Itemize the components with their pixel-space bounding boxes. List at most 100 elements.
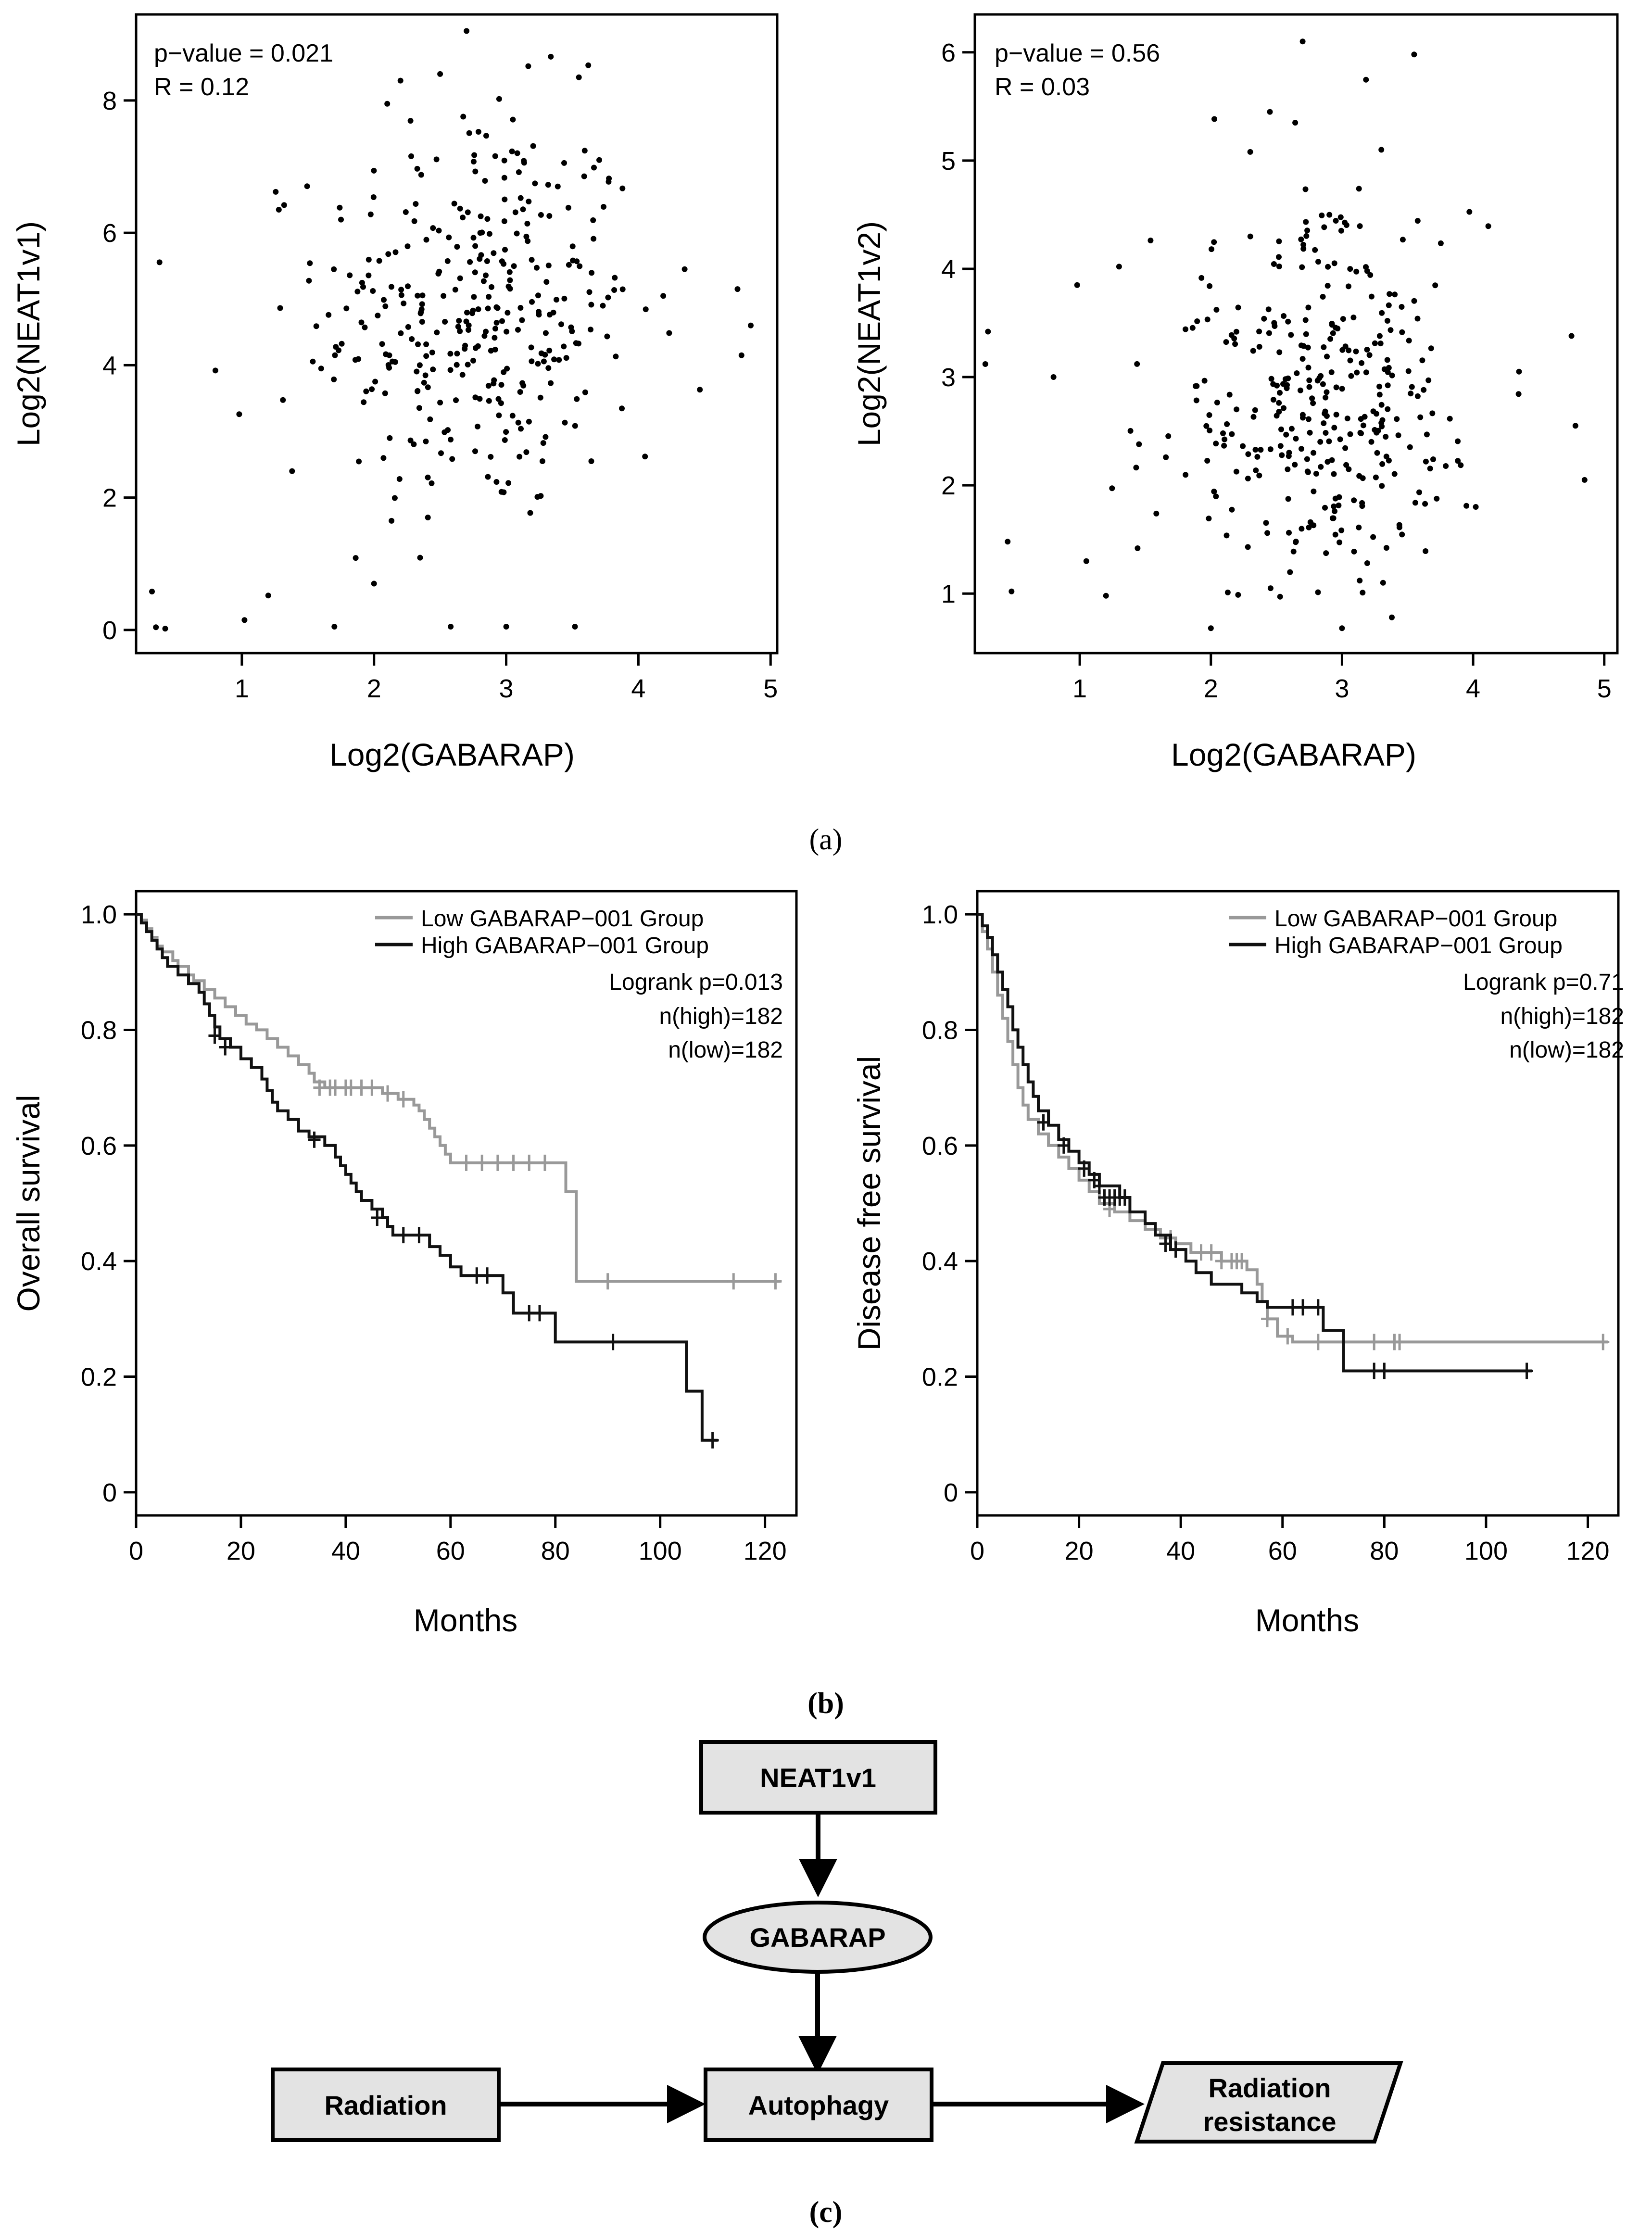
scatter-point [392, 249, 399, 255]
scatter-point [1213, 307, 1220, 313]
x-tick-label: 80 [541, 1537, 570, 1565]
scatter-point [477, 230, 483, 236]
scatter-point [478, 213, 484, 219]
scatter-point [1455, 438, 1461, 444]
scatter-point [382, 390, 388, 396]
scatter-point [363, 388, 369, 394]
scatter-point [1385, 369, 1391, 375]
scatter-point [748, 322, 754, 328]
scatter-point [280, 397, 286, 403]
scatter-point [398, 287, 404, 293]
scatter-neat1v2-vs-gabarap: 1 2 3 4 5 1 2 3 4 5 6 p−value = 0.56 R = 0.03 Log… [851, 13, 1619, 772]
scatter-point [1183, 472, 1189, 478]
scatter-point [466, 130, 472, 136]
scatter-point [353, 555, 359, 561]
scatter-point [501, 175, 507, 181]
scatter-point [570, 257, 576, 264]
x-tick-label: 60 [436, 1537, 465, 1565]
scatter-point [456, 318, 462, 324]
scatter-point [429, 480, 435, 486]
scatter-point [1372, 340, 1378, 346]
scatter-point [433, 156, 440, 163]
scatter-point [605, 178, 612, 185]
scatter-point [289, 468, 295, 474]
scatter-point [485, 474, 491, 480]
scatter-point [1351, 548, 1357, 555]
scatter-point [434, 329, 440, 336]
scatter-point [413, 201, 419, 207]
scatter-point [1337, 539, 1343, 545]
scatter-point [1284, 382, 1290, 388]
scatter-neat1v1-vs-gabarap: 1 2 3 4 5 0 2 4 6 8 p−value = 0.021 R = 0.12 Log… [11, 13, 779, 772]
scatter-point [591, 236, 597, 242]
scatter-point [423, 341, 429, 347]
scatter-point [1324, 389, 1330, 395]
scatter-point [343, 305, 350, 312]
scatter-point [1268, 376, 1274, 382]
scatter-point [1331, 260, 1337, 266]
scatter-point [1304, 456, 1310, 462]
scatter-point [1342, 445, 1349, 451]
scatter-point [1320, 381, 1326, 387]
scatter-point [1399, 304, 1405, 310]
scatter-point [1425, 377, 1432, 383]
km-overall-survival: 0 20 40 60 80 100 120 0 0.2 0.4 0.6 0.8 1.0 Low GAB… [11, 890, 798, 1638]
scatter-point [619, 286, 626, 292]
y-axis-label: Log2(NEAT1v2) [851, 221, 887, 446]
scatter-point [569, 243, 576, 250]
scatter-point [276, 207, 282, 213]
scatter-point [380, 455, 387, 461]
x-tick-label: 100 [1464, 1537, 1508, 1565]
scatter-point [1386, 365, 1392, 371]
scatter-point [417, 555, 423, 561]
scatter-point [503, 624, 509, 630]
scatter-point [1353, 348, 1359, 354]
scatter-point [1412, 500, 1418, 506]
scatter-point [1379, 423, 1385, 429]
scatter-point [437, 71, 443, 77]
scatter-point [1253, 467, 1259, 473]
scatter-point [1357, 578, 1363, 584]
plot-frame [976, 890, 1620, 1517]
scatter-point [480, 278, 487, 284]
scatter-point [1083, 558, 1089, 564]
scatter-point [367, 211, 374, 217]
scatter-point [492, 326, 498, 332]
scatter-point [1332, 325, 1338, 331]
scatter-point [1293, 436, 1299, 442]
scatter-point [1224, 589, 1231, 595]
scatter-point [512, 209, 518, 215]
y-tick-label: 6 [102, 219, 117, 248]
scatter-point [534, 265, 540, 271]
scatter-point [536, 312, 542, 318]
scatter-point [1385, 406, 1391, 412]
scatter-point [499, 318, 505, 324]
scatter-point [419, 292, 426, 299]
scatter-point [503, 429, 509, 435]
scatter-point [562, 419, 568, 426]
scatter-point [411, 218, 417, 224]
scatter-point [488, 454, 494, 460]
scatter-point [517, 305, 524, 311]
scatter-point [558, 321, 564, 328]
scatter-point [436, 227, 442, 234]
legend: Low GABARAP−001 Group High GABARAP−001 G… [1229, 906, 1563, 958]
scatter-point [162, 626, 168, 632]
scatter-point [241, 617, 248, 623]
scatter-point [466, 322, 472, 328]
x-axis-label: Log2(GABARAP) [329, 737, 575, 772]
scatter-point [738, 352, 744, 358]
scatter-point [1417, 414, 1424, 420]
scatter-point [1326, 212, 1333, 218]
panel-label-c: (c) [809, 2196, 843, 2229]
scatter-point [486, 398, 492, 404]
scatter-point [1383, 434, 1389, 440]
scatter-point [613, 353, 619, 360]
scatter-point [1300, 415, 1306, 421]
scatter-point [475, 423, 480, 429]
x-axis-label: Months [1255, 1602, 1359, 1638]
scatter-point [1344, 416, 1350, 422]
y-axis-label: Log2(NEAT1v1) [11, 221, 46, 446]
scatter-point [545, 182, 551, 188]
scatter-point [1376, 333, 1383, 339]
